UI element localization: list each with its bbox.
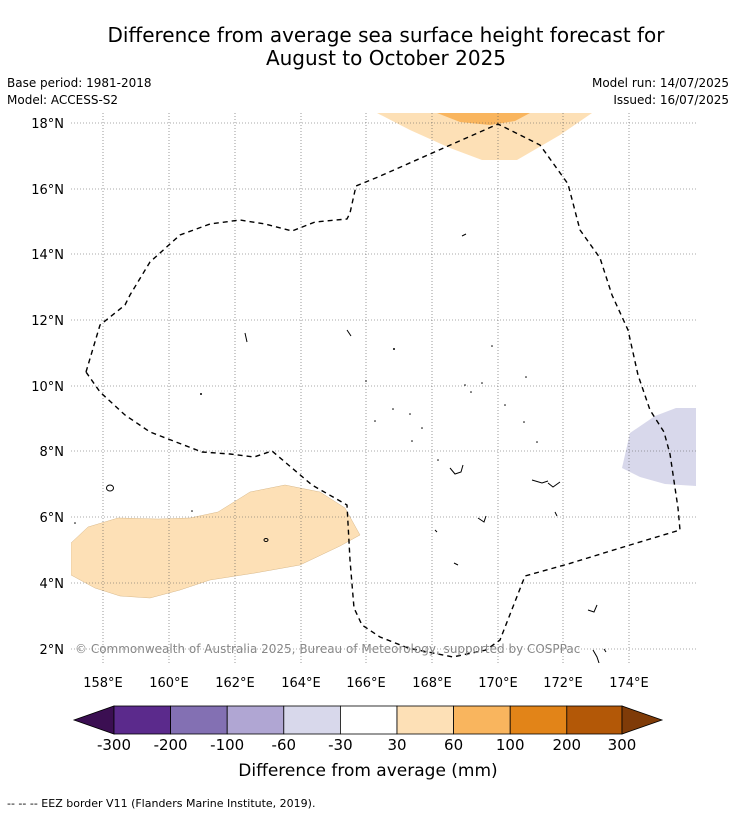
lon-label: 164°E — [281, 676, 321, 691]
lon-label: 162°E — [215, 676, 255, 691]
gridlines — [71, 113, 696, 663]
island-outlines — [106, 233, 607, 663]
colorbar-tick: 30 — [387, 736, 407, 754]
model-label: Model: ACCESS-S2 — [7, 93, 119, 107]
colorbar-tick: 60 — [444, 736, 464, 754]
lon-label: 172°E — [543, 676, 583, 691]
lat-label: 16°N — [31, 183, 64, 198]
lon-label: 168°E — [412, 676, 452, 691]
positive-anomaly-area-southwest — [71, 484, 361, 599]
lat-label: 8°N — [40, 445, 65, 460]
map-title-line1: Difference from average sea surface heig… — [107, 23, 665, 47]
colorbar-segment — [170, 705, 228, 735]
colorbar-tick: -100 — [210, 736, 245, 754]
colorbar-label: Difference from average (mm) — [238, 761, 498, 781]
colorbar-segment — [283, 705, 341, 735]
lon-label: 174°E — [609, 676, 649, 691]
colorbar-segment — [566, 705, 623, 735]
colorbar-tick: 100 — [495, 736, 525, 754]
colorbar — [72, 705, 664, 735]
colorbar-tick: 200 — [552, 736, 582, 754]
small-islands — [74, 345, 538, 524]
colorbar-min-extension — [72, 705, 115, 735]
lat-label: 6°N — [40, 511, 65, 526]
colorbar-tick: -200 — [153, 736, 188, 754]
model-run-label: Model run: 14/07/2025 — [591, 76, 729, 90]
issued-label: Issued: 16/07/2025 — [613, 93, 729, 107]
lon-label: 158°E — [83, 676, 123, 691]
lat-label: 4°N — [40, 577, 65, 592]
base-period-label: Base period: 1981-2018 — [7, 76, 152, 90]
colorbar-segment — [226, 705, 285, 735]
negative-anomaly-area-east — [622, 408, 696, 486]
lat-label: 10°N — [31, 380, 64, 395]
strong-positive-anomaly-area-north — [437, 113, 530, 125]
colorbar-segment — [396, 705, 454, 735]
colorbar-tick: -30 — [328, 736, 353, 754]
lon-label: 166°E — [346, 676, 386, 691]
colorbar-segment — [509, 705, 568, 735]
map-plot-area: © Commonwealth of Australia 2025, Bureau… — [71, 113, 696, 663]
lon-label: 170°E — [478, 676, 518, 691]
longitude-labels: 158°E 160°E 162°E 164°E 166°E 168°E 170°… — [83, 676, 649, 691]
lat-label: 14°N — [31, 248, 64, 263]
colorbar-tick: 300 — [607, 736, 637, 754]
map-title-line2: August to October 2025 — [265, 46, 507, 70]
eez-border-legend: -- -- -- EEZ border V11 (Flanders Marine… — [7, 797, 316, 810]
lat-label: 12°N — [31, 314, 64, 329]
colorbar-segment — [113, 705, 171, 735]
colorbar-tick: -300 — [96, 736, 132, 754]
colorbar-max-extension — [621, 705, 664, 735]
colorbar-segment — [339, 705, 398, 735]
copyright-credit: © Commonwealth of Australia 2025, Bureau… — [75, 642, 580, 656]
lat-label: 18°N — [31, 117, 64, 132]
latitude-labels: 18°N 16°N 14°N 12°N 10°N 8°N 6°N 4°N 2°N — [31, 117, 64, 658]
colorbar-tick: -60 — [271, 736, 297, 754]
colorbar-segment — [453, 705, 511, 735]
positive-anomaly-area-north — [377, 113, 592, 160]
lat-label: 2°N — [40, 643, 65, 658]
lon-label: 160°E — [149, 676, 189, 691]
